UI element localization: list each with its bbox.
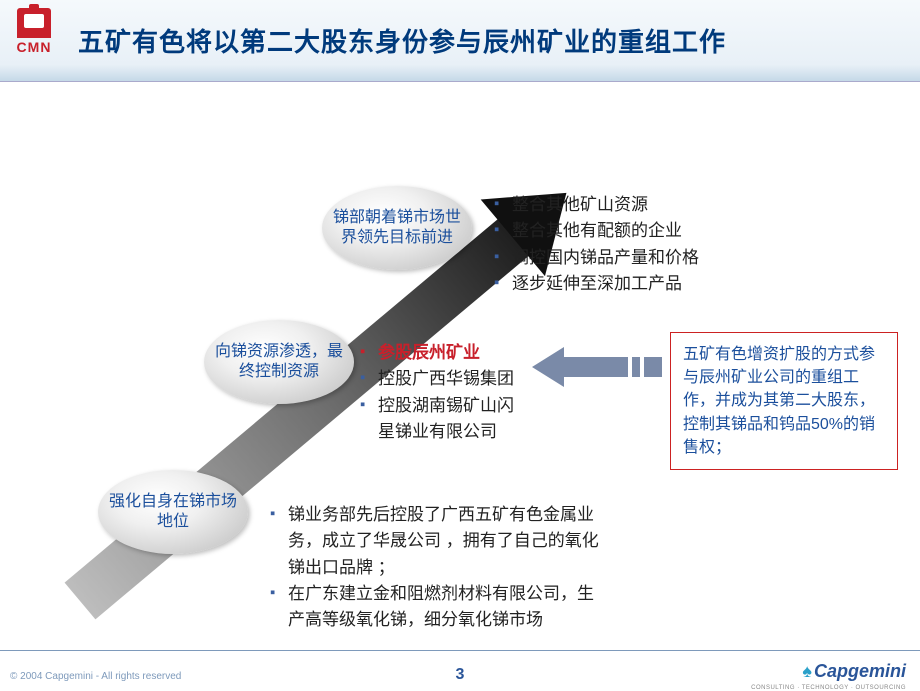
bullets-mid-cont: 星锑业有限公司 (360, 419, 514, 445)
callout-arrow-icon (532, 354, 662, 380)
list-item: 整合其他矿山资源 (494, 192, 699, 218)
list-item: 参股辰州矿业 (360, 340, 514, 366)
arrow-gap (640, 357, 644, 377)
slide-footer: © 2004 Capgemini - All rights reserved 3… (0, 650, 920, 690)
bullets-mid: 参股辰州矿业控股广西华锡集团控股湖南锡矿山闪 星锑业有限公司 (360, 340, 514, 445)
slide-body: 强化自身在锑市场地位 向锑资源渗透，最终控制资源 锑部朝着锑市场世界领先目标前进… (0, 82, 920, 650)
list-item: 调控国内锑品产量和价格 (494, 245, 699, 271)
slide-header: CMN 五矿有色将以第二大股东身份参与辰州矿业的重组工作 (0, 0, 920, 82)
brand-logo: ♠Capgemini (802, 661, 906, 682)
slide-title: 五矿有色将以第二大股东身份参与辰州矿业的重组工作 (78, 22, 726, 59)
logo-icon (17, 8, 51, 38)
list-item: 控股广西华锡集团 (360, 366, 514, 392)
arrow-bar (562, 357, 662, 377)
stage-node-3: 锑部朝着锑市场世界领先目标前进 (322, 186, 472, 270)
spade-icon: ♠ (802, 661, 812, 681)
arrow-gap (628, 357, 632, 377)
copyright-text: © 2004 Capgemini - All rights reserved (10, 671, 181, 682)
list-item: 整合其他有配额的企业 (494, 218, 699, 244)
list-item: 控股湖南锡矿山闪 (360, 393, 514, 419)
arrow-tip-icon (532, 347, 564, 387)
logo-text: CMN (14, 38, 54, 56)
page-number: 3 (456, 666, 465, 684)
callout-box: 五矿有色增资扩股的方式参与辰州矿业公司的重组工作，并成为其第二大股东，控制其锑品… (670, 332, 898, 470)
list-item: 在广东建立金和阻燃剂材料有限公司，生产高等级氧化锑，细分氧化锑市场 (270, 581, 610, 634)
brand-text: Capgemini (814, 661, 906, 681)
list-item: 逐步延伸至深加工产品 (494, 271, 699, 297)
node-label: 锑部朝着锑市场世界领先目标前进 (332, 208, 462, 248)
node-label: 向锑资源渗透，最终控制资源 (214, 342, 344, 382)
bullets-top: 整合其他矿山资源整合其他有配额的企业调控国内锑品产量和价格逐步延伸至深加工产品 (494, 192, 699, 297)
bullets-bottom: 锑业务部先后控股了广西五矿有色金属业务，成立了华晟公司 ，拥有了自己的氧化锑出口… (270, 502, 610, 634)
stage-node-2: 向锑资源渗透，最终控制资源 (204, 320, 354, 404)
stage-node-1: 强化自身在锑市场地位 (98, 470, 248, 554)
node-label: 强化自身在锑市场地位 (108, 492, 238, 532)
company-logo: CMN (14, 8, 54, 56)
callout-text: 五矿有色增资扩股的方式参与辰州矿业公司的重组工作，并成为其第二大股东，控制其锑品… (683, 346, 875, 456)
list-item: 锑业务部先后控股了广西五矿有色金属业务，成立了华晟公司 ，拥有了自己的氧化锑出口… (270, 502, 610, 581)
brand-subtext: CONSULTING · TECHNOLOGY · OUTSOURCING (751, 685, 906, 691)
